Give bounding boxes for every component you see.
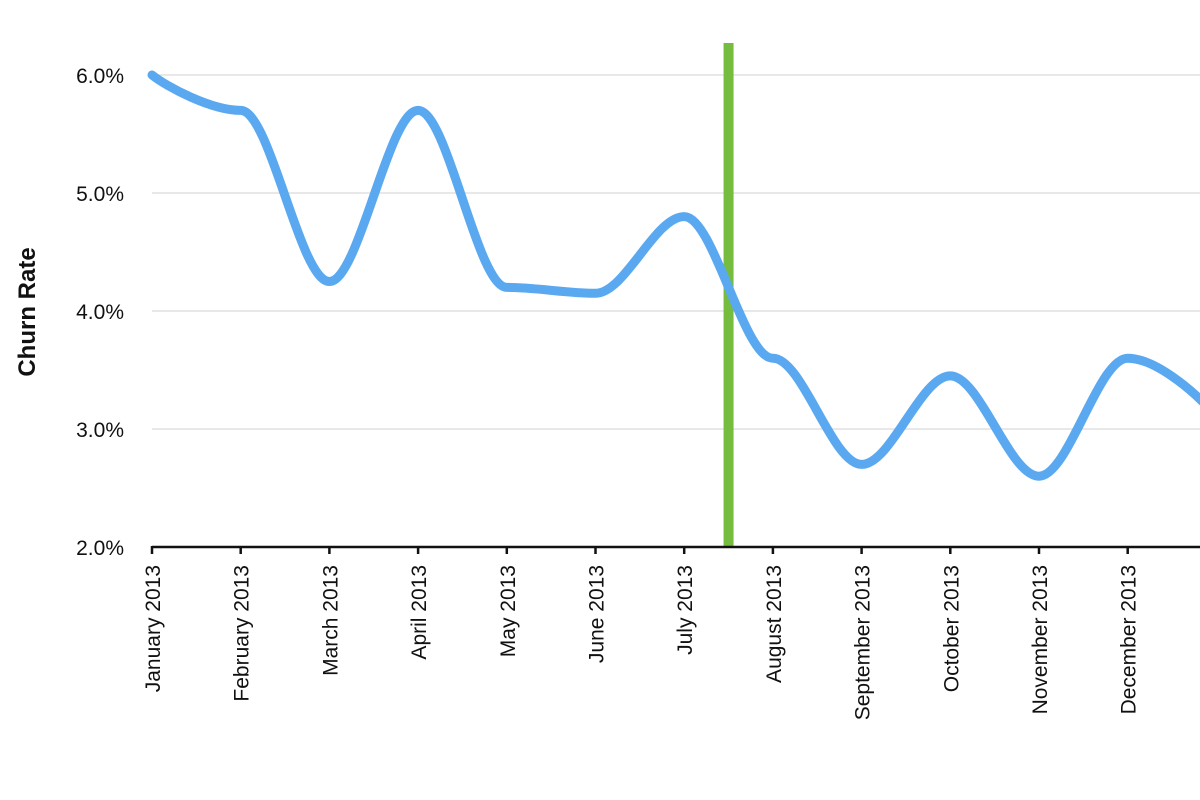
y-tick-label: 4.0% <box>76 301 124 324</box>
label-layer: Churn Rate 2.0% 3.0% 4.0% 5.0% 6.0% January 2… <box>14 65 1141 720</box>
x-tick-label: March 2013 <box>319 565 342 676</box>
x-tick-label: November 2013 <box>1029 565 1052 714</box>
y-tick-label: 3.0% <box>76 419 124 442</box>
x-tick-label: September 2013 <box>852 565 875 720</box>
x-tick-label: May 2013 <box>497 565 520 657</box>
x-tick-label: August 2013 <box>763 565 786 683</box>
x-tick-label: July 2013 <box>674 565 697 655</box>
x-tick-label: January 2013 <box>142 565 165 692</box>
axis-layer <box>150 545 1200 554</box>
y-axis-label: Churn Rate <box>14 247 41 376</box>
x-tick-label: October 2013 <box>940 565 963 692</box>
series-layer <box>147 70 1200 481</box>
y-tick-label: 2.0% <box>76 537 124 560</box>
y-tick-label: 6.0% <box>76 65 124 88</box>
x-tick-label: April 2013 <box>408 565 431 660</box>
x-tick-label: June 2013 <box>586 565 609 663</box>
x-tick-label: December 2013 <box>1118 565 1141 714</box>
y-tick-label: 5.0% <box>76 183 124 206</box>
grid-layer <box>152 74 1200 430</box>
series-line <box>147 70 1200 481</box>
x-tick-label: February 2013 <box>231 565 254 702</box>
